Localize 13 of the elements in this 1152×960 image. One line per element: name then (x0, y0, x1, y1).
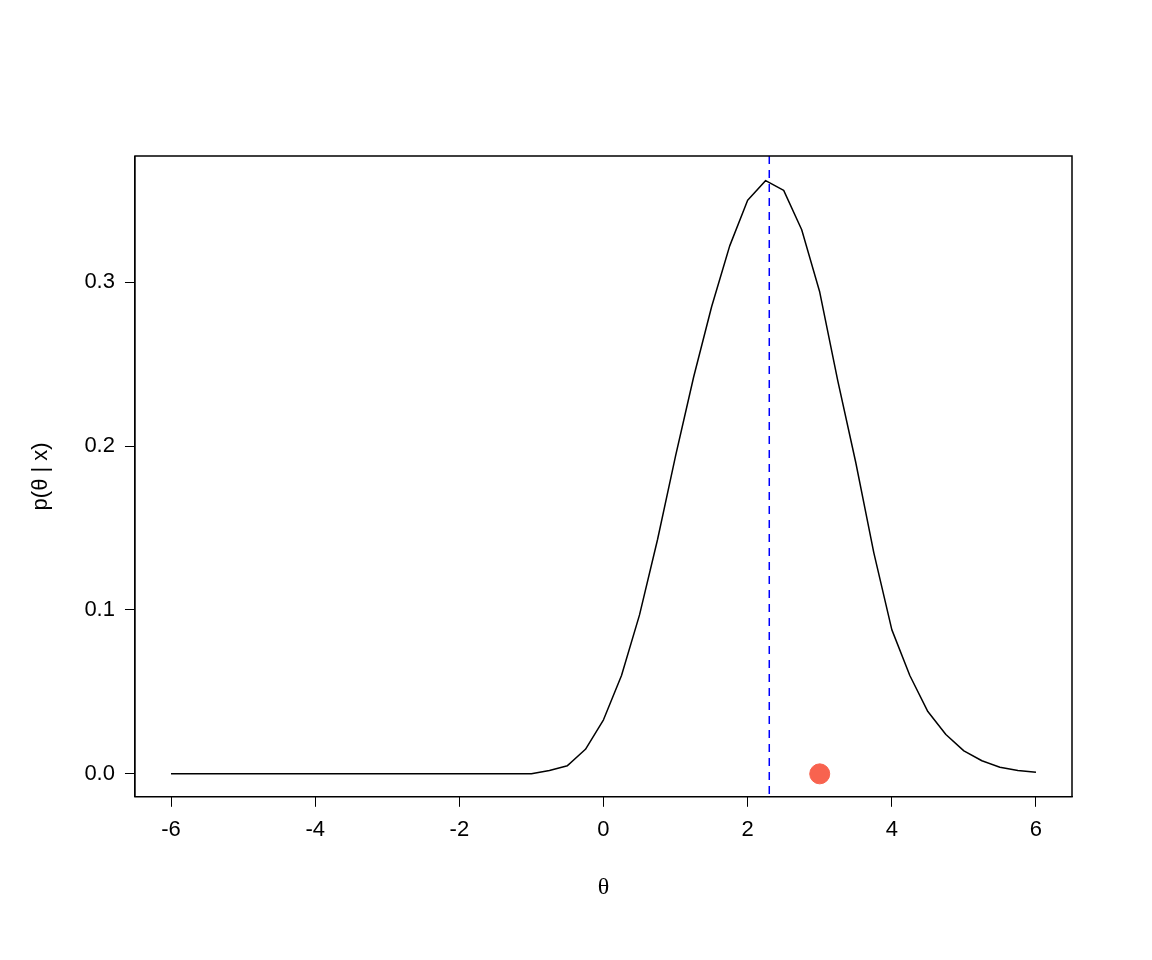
x-axis-title: θ (597, 872, 610, 899)
x-tick-label: 6 (1029, 816, 1043, 842)
y-tick-label: 0.0 (84, 759, 115, 785)
x-tick-label: 4 (885, 816, 898, 842)
x-tick-label: 0 (597, 816, 610, 842)
y-tick-label: 0.3 (84, 268, 115, 294)
y-axis-title: p(θ | x) (27, 442, 53, 511)
x-tick-label: 2 (741, 816, 754, 842)
x-tick-label: -2 (449, 816, 470, 842)
y-tick-label: 0.1 (84, 596, 115, 622)
y-tick-label: 0.2 (84, 432, 115, 458)
x-tick-label: -6 (161, 816, 181, 842)
x-tick-label: -4 (305, 816, 325, 842)
